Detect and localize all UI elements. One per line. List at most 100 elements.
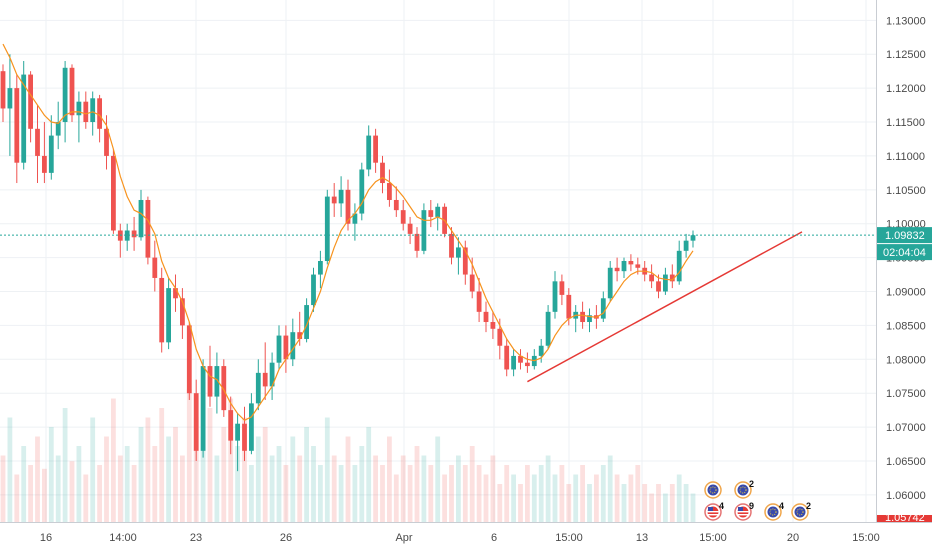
candle	[152, 240, 158, 292]
candle	[649, 264, 654, 289]
current-price-tag	[877, 227, 932, 244]
candle-body	[152, 257, 158, 278]
volume-bar	[483, 474, 489, 522]
volume-bar	[228, 398, 234, 522]
economic-events[interactable]: 2 4 9 4 2	[704, 479, 811, 521]
volume-bar	[255, 436, 261, 522]
trendline[interactable]	[527, 231, 803, 383]
candle	[318, 250, 323, 289]
eu-flag-fill	[737, 484, 749, 496]
volume-bar	[635, 465, 641, 522]
volume-bar	[269, 455, 275, 522]
candle	[462, 240, 468, 285]
candle	[117, 223, 123, 258]
volume-bar	[525, 465, 530, 522]
price-tick-label: 1.12500	[886, 49, 926, 61]
candle	[690, 230, 696, 248]
candle-body	[663, 274, 668, 292]
candle-body	[290, 332, 296, 360]
time-tick-label: 14:00	[109, 532, 137, 544]
volume-bar	[104, 436, 109, 522]
volume-bar	[235, 446, 240, 522]
candle	[538, 338, 544, 363]
volume-bar	[552, 474, 558, 522]
volume-bar	[62, 408, 68, 522]
volume-bar	[90, 417, 96, 522]
volume-bar	[559, 465, 565, 522]
candle-body	[283, 335, 289, 360]
candle-body	[42, 155, 47, 173]
candle	[290, 318, 296, 367]
volume-bar	[324, 417, 330, 522]
current-price-label: 1.09832	[885, 230, 925, 242]
volume-bar	[117, 455, 123, 522]
candle	[69, 64, 75, 123]
price-tags: 1.09832 02:04:04 1.05742	[877, 227, 932, 524]
candle-body	[200, 366, 206, 451]
eu-flag-event-icon[interactable]: 2	[791, 501, 811, 521]
us-flag-event-icon[interactable]: 9	[734, 501, 754, 521]
price-tick-label: 1.08000	[886, 354, 926, 366]
candle-body	[311, 274, 316, 306]
candle	[338, 176, 344, 217]
time-axis[interactable]: 16 14:00 23 26 Apr 6 15:00 13 15:00 20 15:00	[40, 532, 880, 544]
eu-flag-stars	[709, 486, 717, 494]
us-flag-event-icon[interactable]: 4	[704, 501, 724, 521]
eu-flag-stars	[796, 508, 804, 516]
volume-bar	[331, 455, 337, 522]
candle	[48, 115, 54, 180]
candle-body	[428, 210, 434, 217]
candle-body	[380, 162, 385, 184]
candle	[90, 91, 96, 136]
eu-flag-event-icon[interactable]: 2	[734, 479, 754, 499]
candle	[359, 162, 365, 221]
candles	[0, 54, 696, 472]
candle-body	[490, 322, 496, 329]
candle-body	[124, 230, 130, 241]
candle	[600, 291, 606, 323]
candle-body	[48, 135, 54, 173]
candle-body	[21, 74, 27, 163]
time-tick-label: 26	[280, 532, 292, 544]
volume-bar	[221, 427, 227, 522]
candle	[83, 91, 89, 129]
eu-flag-stars	[769, 508, 777, 516]
candle	[62, 61, 68, 143]
candle	[214, 352, 220, 414]
candle-body	[331, 196, 337, 204]
volume-bar	[42, 468, 47, 522]
volume-bar	[380, 465, 385, 522]
candle	[28, 71, 33, 143]
candle	[331, 183, 337, 217]
eu-flag-event-icon[interactable]: 4	[764, 501, 784, 521]
candle	[545, 305, 551, 350]
candle-body	[538, 345, 544, 356]
volume-bar	[7, 417, 13, 522]
candle-body	[435, 206, 441, 217]
volume-bar	[262, 427, 268, 522]
volume-bar	[48, 427, 54, 522]
candle	[235, 413, 240, 472]
volume-bar	[304, 427, 309, 522]
volume-bar	[166, 436, 171, 522]
candle	[518, 349, 523, 370]
volume-bar	[311, 446, 316, 522]
candle-body	[180, 298, 185, 326]
eu-flag-stars	[739, 486, 747, 494]
candle	[14, 74, 20, 184]
volume-bar	[14, 474, 20, 522]
candle-body	[359, 169, 365, 214]
candle-body	[387, 183, 392, 200]
candle-body	[676, 250, 682, 282]
candle-body	[186, 325, 192, 394]
volume-bar	[131, 465, 137, 522]
candle	[683, 233, 689, 258]
eu-flag-event-icon[interactable]	[704, 481, 722, 499]
eu-flag-fill	[707, 484, 719, 496]
volume-bar	[428, 465, 434, 522]
volume-bar	[152, 446, 158, 522]
candle-body	[166, 288, 171, 343]
candle-body	[656, 281, 661, 292]
candle	[124, 223, 130, 251]
